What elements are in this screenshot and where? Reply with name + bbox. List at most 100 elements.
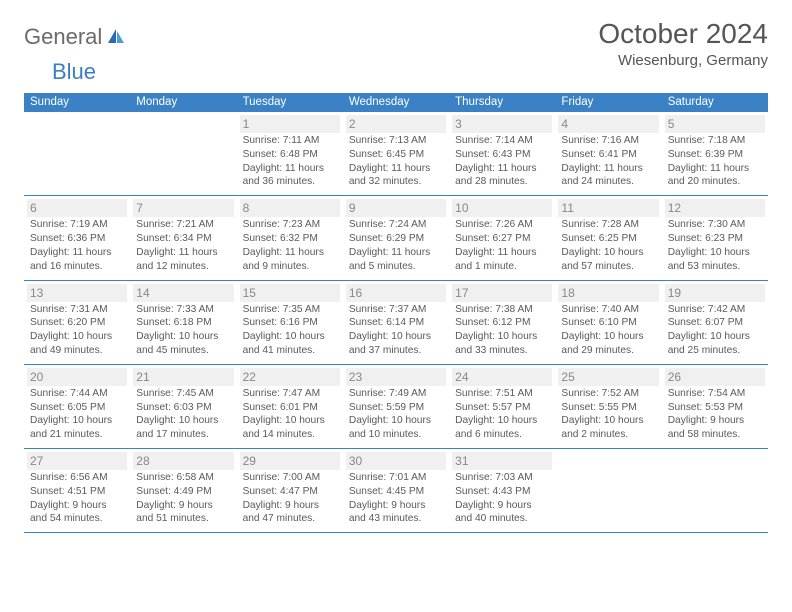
sunset-text: Sunset: 6:34 PM [136,232,232,246]
sunset-text: Sunset: 6:45 PM [349,148,445,162]
sunrise-text: Sunrise: 7:23 AM [243,218,339,232]
daylight1-text: Daylight: 11 hours [455,246,551,260]
daylight1-text: Daylight: 11 hours [136,246,232,260]
sunset-text: Sunset: 6:23 PM [668,232,764,246]
day-number: 21 [133,368,233,386]
day-cell: 11Sunrise: 7:28 AMSunset: 6:25 PMDayligh… [555,196,661,279]
daylight2-text: and 54 minutes. [30,512,126,526]
daylight2-text: and 9 minutes. [243,260,339,274]
logo: General [24,18,128,50]
day-cell: 7Sunrise: 7:21 AMSunset: 6:34 PMDaylight… [130,196,236,279]
daylight2-text: and 49 minutes. [30,344,126,358]
day-number: 8 [240,199,340,217]
daylight2-text: and 21 minutes. [30,428,126,442]
sunrise-text: Sunrise: 7:26 AM [455,218,551,232]
daylight1-text: Daylight: 10 hours [30,414,126,428]
daylight1-text: Daylight: 11 hours [349,246,445,260]
daylight2-text: and 32 minutes. [349,175,445,189]
month-title: October 2024 [598,18,768,50]
sunset-text: Sunset: 6:20 PM [30,316,126,330]
sunset-text: Sunset: 5:53 PM [668,401,764,415]
daylight1-text: Daylight: 9 hours [136,499,232,513]
day-cell: 10Sunrise: 7:26 AMSunset: 6:27 PMDayligh… [449,196,555,279]
day-cell: 14Sunrise: 7:33 AMSunset: 6:18 PMDayligh… [130,281,236,364]
daylight2-text: and 6 minutes. [455,428,551,442]
sunset-text: Sunset: 4:43 PM [455,485,551,499]
daylight2-text: and 17 minutes. [136,428,232,442]
sunrise-text: Sunrise: 6:56 AM [30,471,126,485]
sunrise-text: Sunrise: 7:18 AM [668,134,764,148]
day-number: 15 [240,284,340,302]
day-cell: 31Sunrise: 7:03 AMSunset: 4:43 PMDayligh… [449,449,555,532]
sunset-text: Sunset: 6:12 PM [455,316,551,330]
sunrise-text: Sunrise: 7:40 AM [561,303,657,317]
daylight2-text: and 45 minutes. [136,344,232,358]
logo-text-part1: General [24,24,102,50]
day-number: 7 [133,199,233,217]
week-row: 13Sunrise: 7:31 AMSunset: 6:20 PM Dayligh… [24,280,768,364]
logo-sail-icon [106,27,126,50]
daylight1-text: Daylight: 9 hours [349,499,445,513]
sunrise-text: Sunrise: 7:11 AM [243,134,339,148]
sunrise-text: Sunrise: 7:49 AM [349,387,445,401]
day-number: 29 [240,452,340,470]
daylight2-text: and 14 minutes. [243,428,339,442]
sunset-text: Sunset: 6:36 PM [30,232,126,246]
daylight2-text: and 43 minutes. [349,512,445,526]
sunset-text: Sunset: 6:32 PM [243,232,339,246]
day-number: 20 [27,368,127,386]
daylight1-text: Daylight: 10 hours [349,414,445,428]
day-number: 11 [558,199,658,217]
day-cell: 15Sunrise: 7:35 AMSunset: 6:16 PMDayligh… [237,281,343,364]
calendar-page: General October 2024 Wiesenburg, Germany… [0,0,792,545]
day-cell: 27Sunrise: 6:56 AMSunset: 4:51 PMDayligh… [24,449,130,532]
day-cell: 3Sunrise: 7:14 AMSunset: 6:43 PMDaylight… [449,112,555,195]
day-number: 26 [665,368,765,386]
daylight2-text: and 47 minutes. [243,512,339,526]
sunrise-text: Sunrise: 7:52 AM [561,387,657,401]
daylight2-text: and 33 minutes. [455,344,551,358]
sunrise-text: Sunrise: 7:45 AM [136,387,232,401]
sunrise-text: Sunrise: 7:51 AM [455,387,551,401]
day-number: 13 [27,284,127,302]
day-number: 5 [665,115,765,133]
daylight1-text: Daylight: 11 hours [349,162,445,176]
daylight1-text: Daylight: 10 hours [243,414,339,428]
day-number: 1 [240,115,340,133]
day-number: 25 [558,368,658,386]
day-cell: 20Sunrise: 7:44 AMSunset: 6:05 PMDayligh… [24,365,130,448]
day-cell: 24Sunrise: 7:51 AMSunset: 5:57 PMDayligh… [449,365,555,448]
daylight1-text: Daylight: 11 hours [561,162,657,176]
daylight2-text: and 53 minutes. [668,260,764,274]
daylight1-text: Daylight: 10 hours [561,330,657,344]
daylight1-text: Daylight: 10 hours [136,414,232,428]
sunset-text: Sunset: 6:16 PM [243,316,339,330]
sunset-text: Sunset: 6:14 PM [349,316,445,330]
daylight2-text: and 41 minutes. [243,344,339,358]
sunrise-text: Sunrise: 7:31 AM [30,303,126,317]
sunrise-text: Sunrise: 7:01 AM [349,471,445,485]
daylight1-text: Daylight: 10 hours [455,414,551,428]
weekday-header-row: SundayMondayTuesdayWednesdayThursdayFrid… [24,93,768,111]
day-cell: 5Sunrise: 7:18 AMSunset: 6:39 PMDaylight… [662,112,768,195]
week-row: 1Sunrise: 7:11 AMSunset: 6:48 PMDaylight… [24,111,768,195]
day-cell: 8Sunrise: 7:23 AMSunset: 6:32 PMDaylight… [237,196,343,279]
daylight2-text: and 20 minutes. [668,175,764,189]
daylight2-text: and 24 minutes. [561,175,657,189]
sunrise-text: Sunrise: 7:35 AM [243,303,339,317]
week-row: 27Sunrise: 6:56 AMSunset: 4:51 PMDayligh… [24,448,768,533]
day-number: 4 [558,115,658,133]
sunset-text: Sunset: 6:29 PM [349,232,445,246]
daylight2-text: and 58 minutes. [668,428,764,442]
sunrise-text: Sunrise: 7:24 AM [349,218,445,232]
day-cell: 1Sunrise: 7:11 AMSunset: 6:48 PMDaylight… [237,112,343,195]
sunset-text: Sunset: 4:47 PM [243,485,339,499]
day-number: 10 [452,199,552,217]
sunset-text: Sunset: 6:39 PM [668,148,764,162]
day-cell: 28Sunrise: 6:58 AMSunset: 4:49 PMDayligh… [130,449,236,532]
daylight1-text: Daylight: 9 hours [668,414,764,428]
empty-cell [555,449,661,532]
sunset-text: Sunset: 6:25 PM [561,232,657,246]
day-cell: 12Sunrise: 7:30 AMSunset: 6:23 PMDayligh… [662,196,768,279]
daylight2-text: and 10 minutes. [349,428,445,442]
